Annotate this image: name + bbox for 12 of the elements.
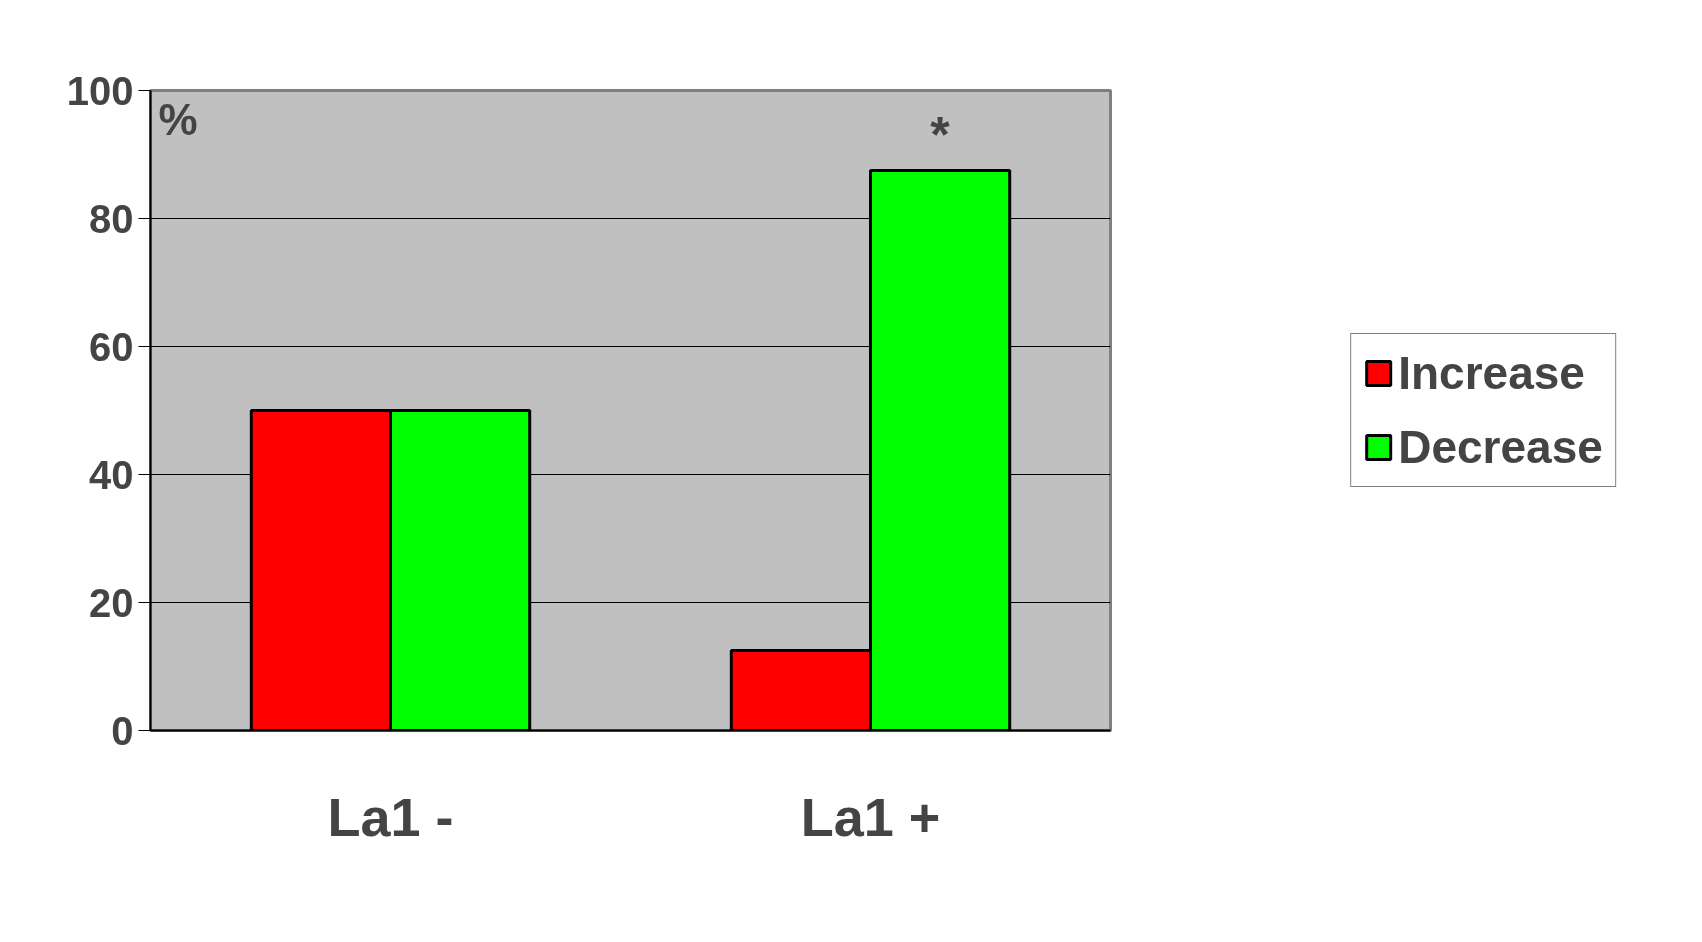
y-tick-label: 80 [89, 196, 134, 241]
legend-label: Increase [1398, 346, 1585, 400]
y-tick-label: 20 [89, 580, 134, 625]
y-tick-label: 60 [89, 324, 134, 369]
y-tick-label: 100 [66, 68, 134, 113]
x-tick-label: La1 + [800, 786, 941, 847]
legend-label: Decrease [1398, 420, 1603, 474]
y-axis-title: % [158, 94, 198, 144]
annotation: * [930, 106, 951, 163]
x-tick-label: La1 - [327, 786, 454, 847]
y-tick-label: 0 [111, 708, 134, 753]
y-tick-label: 40 [89, 452, 134, 497]
